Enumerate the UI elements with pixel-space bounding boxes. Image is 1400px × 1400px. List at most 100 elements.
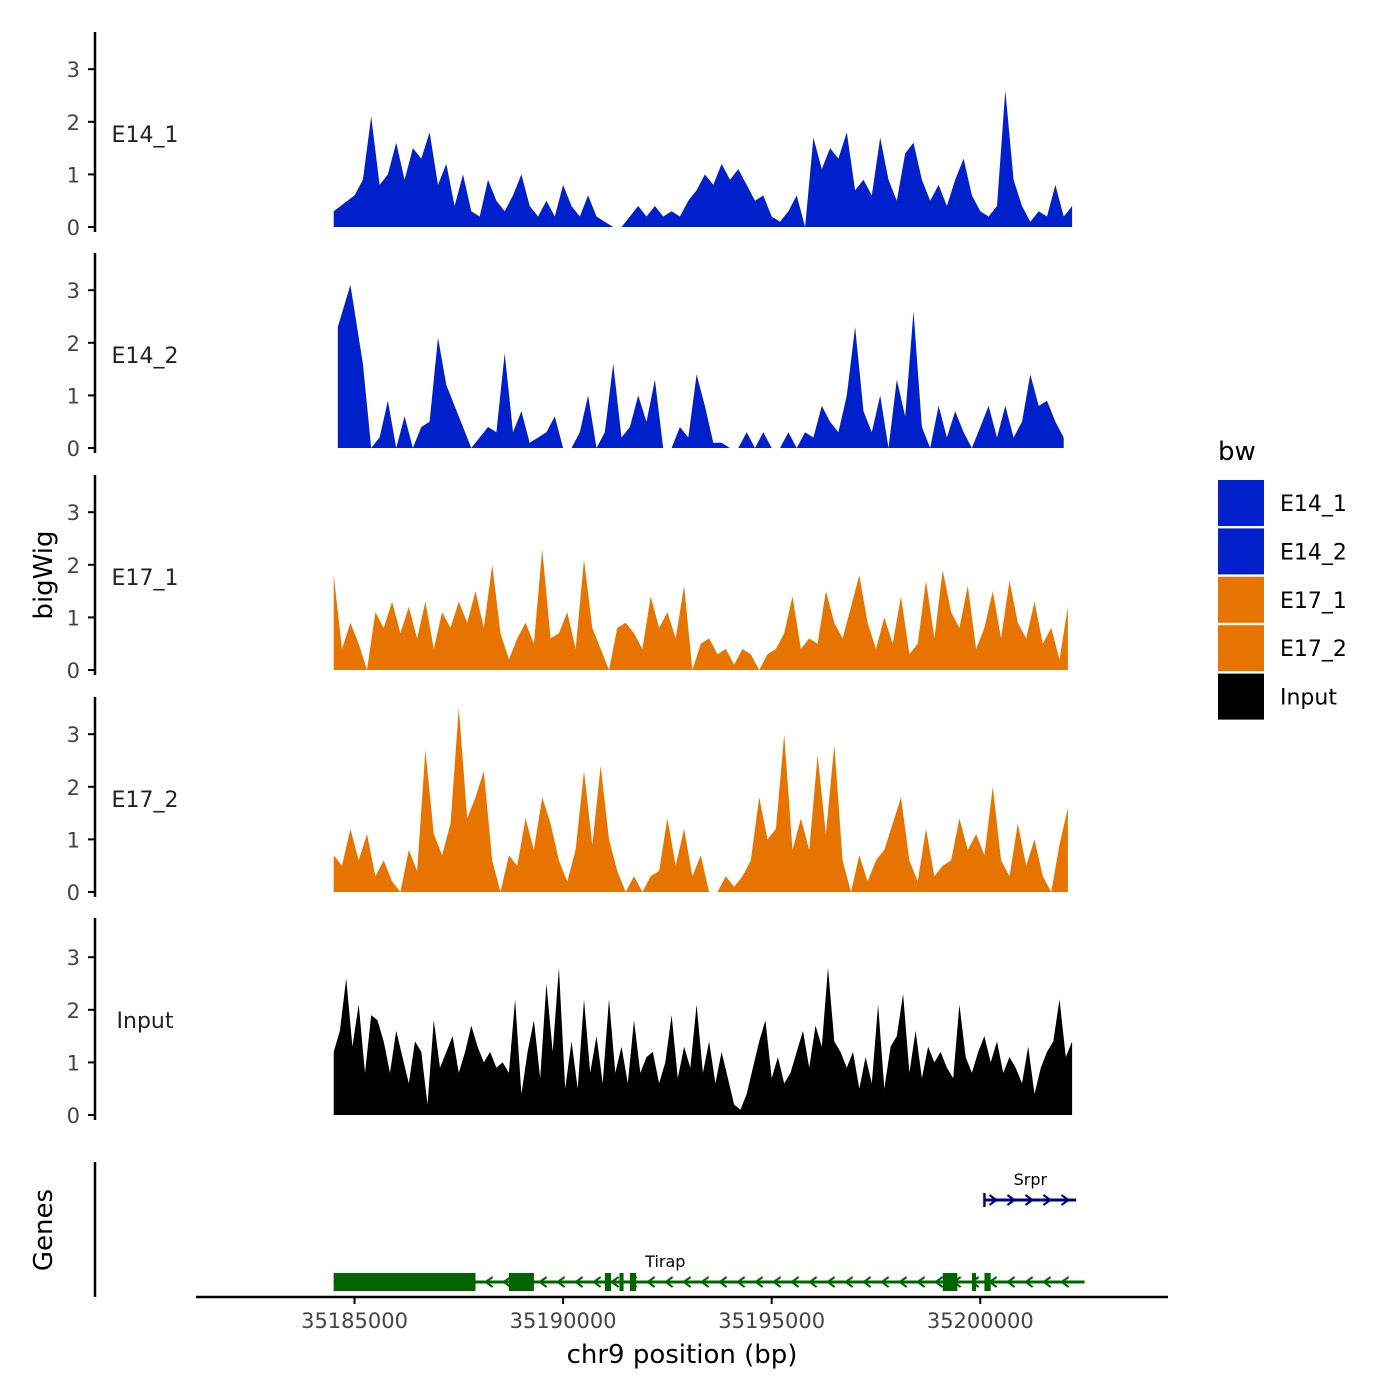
y-tick-label: 1 xyxy=(67,384,80,408)
y-tick-label: 2 xyxy=(67,776,80,800)
legend-swatch-E14_2 xyxy=(1218,528,1264,575)
exon xyxy=(508,1273,534,1291)
exon xyxy=(333,1273,476,1291)
track-E17_1: 0 1 2 3 E17_1 xyxy=(67,475,1068,683)
y-tick-label: 1 xyxy=(67,606,80,630)
gene-track: Tirap Srpr xyxy=(93,1162,1085,1297)
strand-arrow xyxy=(573,1276,584,1288)
legend-swatch-Input xyxy=(1218,673,1264,720)
y-tick-label: 2 xyxy=(67,554,80,578)
strand-arrow xyxy=(771,1276,782,1288)
area-E14_2 xyxy=(337,284,1064,448)
y-axis-title-bigwig: bigWig xyxy=(29,530,59,619)
strand-arrow xyxy=(1059,1276,1070,1288)
legend-label-E14_2: E14_2 xyxy=(1280,540,1347,565)
strand-arrow xyxy=(789,1276,800,1288)
y-tick-label: 2 xyxy=(67,999,80,1023)
y-tick-label: 3 xyxy=(67,946,80,970)
strand-arrow xyxy=(1060,1194,1071,1206)
legend: bw E14_1 E14_2 E17_1 E17_2 Input xyxy=(1218,437,1347,720)
x-axis-title: chr9 position (bp) xyxy=(567,1340,798,1370)
gene-label: Srpr xyxy=(1014,1170,1048,1189)
legend-swatch-E17_1 xyxy=(1218,576,1264,623)
strand-arrow xyxy=(1006,1194,1017,1206)
track-E14_2: 0 1 2 3 E14_2 xyxy=(67,253,1064,461)
strand-arrow xyxy=(843,1276,854,1288)
track-Input: 0 1 2 3 Input xyxy=(67,918,1073,1128)
y-tick-label: 0 xyxy=(67,216,80,240)
y-tick-label: 3 xyxy=(67,279,80,303)
gene-Tirap: Tirap xyxy=(333,1252,1085,1291)
y-tick-label: 3 xyxy=(67,58,80,82)
strand-arrow xyxy=(501,1276,512,1288)
track-label: Input xyxy=(117,1009,174,1034)
y-tick-label: 0 xyxy=(67,659,80,683)
track-label: E17_2 xyxy=(112,788,179,813)
track-label: E14_1 xyxy=(112,123,179,148)
strand-arrow xyxy=(988,1194,999,1206)
legend-label-E17_1: E17_1 xyxy=(1280,589,1347,614)
gene-Srpr: Srpr xyxy=(983,1170,1077,1207)
y-tick-label: 2 xyxy=(67,111,80,135)
strand-arrow xyxy=(663,1276,674,1288)
strand-arrow xyxy=(969,1276,980,1288)
legend-swatch-E17_2 xyxy=(1218,625,1264,672)
strand-arrow xyxy=(537,1276,548,1288)
strand-arrow xyxy=(555,1276,566,1288)
x-tick-label: 35190000 xyxy=(510,1309,617,1333)
track-label: E14_2 xyxy=(112,344,179,369)
area-Input xyxy=(333,967,1073,1115)
strand-arrow xyxy=(1023,1276,1034,1288)
y-tick-label: 1 xyxy=(67,163,80,187)
y-tick-label: 3 xyxy=(67,501,80,525)
legend-label-E14_1: E14_1 xyxy=(1280,492,1347,517)
x-tick-label: 35200000 xyxy=(927,1309,1034,1333)
strand-arrow xyxy=(609,1276,620,1288)
y-tick-label: 1 xyxy=(67,1051,80,1075)
area-E17_2 xyxy=(333,707,1068,892)
y-tick-label: 1 xyxy=(67,828,80,852)
exon xyxy=(629,1273,637,1291)
gene-label: Tirap xyxy=(644,1252,685,1271)
y-tick-label: 2 xyxy=(67,332,80,356)
exon xyxy=(619,1273,624,1291)
strand-arrow xyxy=(825,1276,836,1288)
exon xyxy=(604,1273,612,1291)
y-tick-label: 0 xyxy=(67,1104,80,1128)
exon xyxy=(942,1273,958,1291)
strand-arrow xyxy=(717,1276,728,1288)
y-tick-label: 0 xyxy=(67,881,80,905)
bigwig-tracks: 0 1 2 3 E14_1 0 1 2 3 E14_2 0 1 2 3 E17_1 0 1 2 3 E17_2 0 1 2 3… xyxy=(67,32,1073,1128)
strand-arrow xyxy=(933,1276,944,1288)
legend-title: bw xyxy=(1218,437,1256,467)
y-tick-label: 0 xyxy=(67,437,80,461)
strand-arrow xyxy=(897,1276,908,1288)
area-E17_1 xyxy=(333,549,1068,670)
strand-arrow xyxy=(861,1276,872,1288)
strand-arrow xyxy=(681,1276,692,1288)
x-tick-label: 35195000 xyxy=(718,1309,825,1333)
x-axis: 35185000 35190000 35195000 35200000 xyxy=(196,1295,1168,1333)
legend-label-Input: Input xyxy=(1280,686,1337,711)
strand-arrow xyxy=(645,1276,656,1288)
strand-arrow xyxy=(699,1276,710,1288)
legend-swatch-E14_1 xyxy=(1218,480,1264,526)
exon xyxy=(984,1273,991,1291)
track-E17_2: 0 1 2 3 E17_2 xyxy=(67,697,1068,905)
strand-arrow xyxy=(1041,1276,1052,1288)
track-label: E17_1 xyxy=(112,566,179,591)
y-tick-label: 3 xyxy=(67,723,80,747)
strand-arrow xyxy=(735,1276,746,1288)
strand-arrow xyxy=(807,1276,818,1288)
strand-arrow xyxy=(879,1276,890,1288)
track-E14_1: 0 1 2 3 E14_1 xyxy=(67,32,1073,240)
strand-arrow xyxy=(1042,1194,1053,1206)
x-tick-label: 35185000 xyxy=(301,1309,408,1333)
strand-arrow xyxy=(483,1276,494,1288)
strand-arrow xyxy=(753,1276,764,1288)
strand-arrow xyxy=(1005,1276,1016,1288)
legend-label-E17_2: E17_2 xyxy=(1280,637,1347,662)
strand-arrow xyxy=(1024,1194,1035,1206)
strand-arrow xyxy=(591,1276,602,1288)
